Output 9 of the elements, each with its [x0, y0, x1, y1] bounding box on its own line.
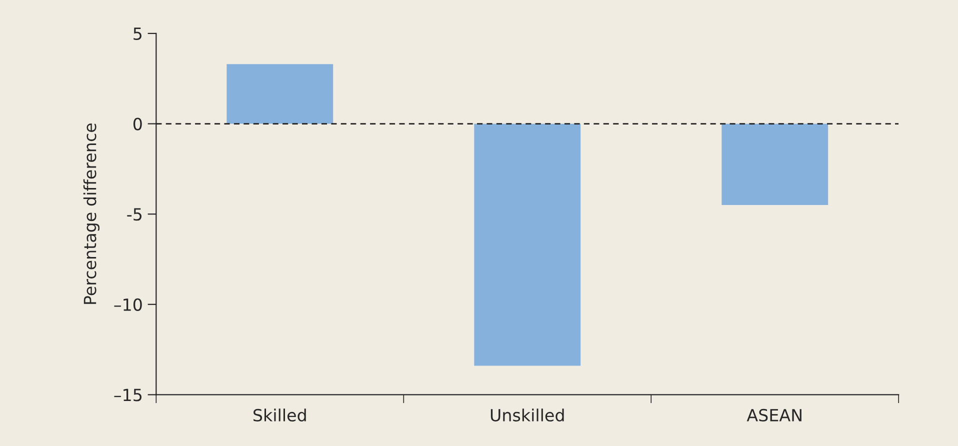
x-tick-label: Unskilled: [490, 408, 564, 422]
y-tick-label: –10: [114, 298, 142, 311]
y-tick-label: –15: [114, 388, 142, 402]
y-tick-label: 5: [134, 28, 142, 40]
y-tick-label: -5: [127, 208, 142, 221]
x-tick-label: Skilled: [254, 408, 306, 422]
y-axis-title: Percentage difference: [83, 123, 100, 304]
x-tick-label: ASEAN: [746, 408, 802, 422]
y-tick-label: 0: [133, 118, 142, 130]
